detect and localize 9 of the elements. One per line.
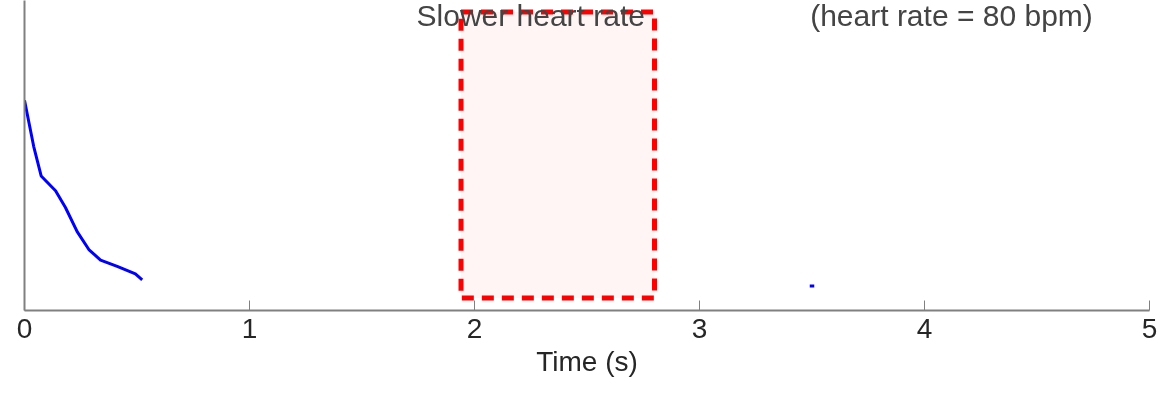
x-tick-label: 4	[916, 312, 933, 344]
x-tick-label: 2	[466, 312, 483, 344]
x-tick-label: 5	[1141, 312, 1158, 344]
x-tick-label: 1	[241, 312, 258, 344]
chart-subtitle: (heart rate = 80 bpm)	[810, 0, 1093, 32]
x-axis-title: Time (s)	[536, 345, 638, 377]
x-tick-label: 0	[16, 312, 33, 344]
chart-title: Slower heart rate	[416, 0, 645, 32]
x-tick-label: 3	[691, 312, 708, 344]
